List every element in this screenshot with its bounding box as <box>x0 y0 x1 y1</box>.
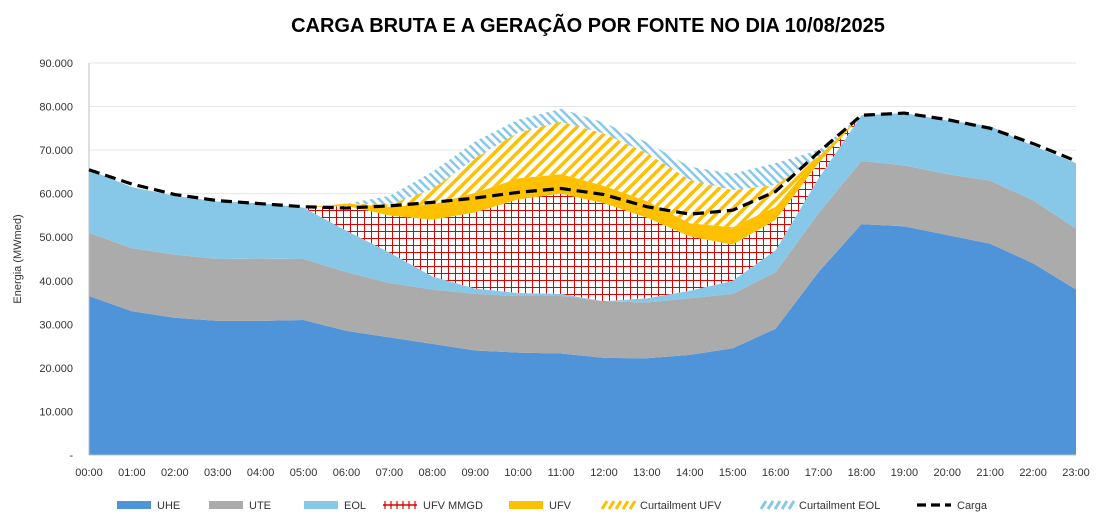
x-tick-label: 21:00 <box>976 467 1004 479</box>
x-tick-label: 23:00 <box>1062 467 1090 479</box>
x-tick-label: 10:00 <box>504 467 532 479</box>
legend-swatch <box>509 501 543 509</box>
y-tick-label: 10.000 <box>39 406 73 418</box>
line-carga <box>88 111 1077 216</box>
legend-swatch-hatch <box>621 500 630 510</box>
legend-swatch <box>304 501 338 509</box>
legend-swatch-hatch <box>607 500 616 510</box>
y-tick-label: 30.000 <box>39 319 73 331</box>
legend-swatch-hatch <box>600 500 609 510</box>
legend-label: UFV <box>549 500 572 512</box>
x-tick-label: 04:00 <box>247 467 275 479</box>
x-tick-label: 05:00 <box>290 467 318 479</box>
x-tick-label: 09:00 <box>461 467 489 479</box>
legend-item-ute: UTE <box>209 500 271 512</box>
legend-swatch-hatch <box>614 500 623 510</box>
x-tick-label: 18:00 <box>848 467 876 479</box>
legend-item-ufv-mmgd: UFV MMGD <box>383 500 483 512</box>
x-tick-label: 15:00 <box>719 467 747 479</box>
x-tick-label: 01:00 <box>118 467 146 479</box>
carga-line-layer <box>88 111 1077 216</box>
legend-swatch-hatch <box>780 500 789 510</box>
x-tick-label: 11:00 <box>548 467 575 479</box>
x-tick-label: 08:00 <box>419 467 447 479</box>
y-tick-label: 60.000 <box>39 189 73 201</box>
y-tick-labels: - 10.000 20.000 30.000 40.000 50.000 60.000 70.… <box>39 58 73 462</box>
area-eol <box>89 113 1076 303</box>
axes <box>88 63 1076 456</box>
y-tick-label: 80.000 <box>39 102 73 114</box>
x-tick-label: 07:00 <box>376 467 404 479</box>
area-uhe <box>89 224 1076 455</box>
x-tick-label: 22:00 <box>1019 467 1047 479</box>
legend-item-carga: Carga <box>917 500 988 512</box>
x-tick-label: 19:00 <box>891 467 919 479</box>
x-tick-label: 02:00 <box>161 467 189 479</box>
x-tick-label: 12:00 <box>590 467 618 479</box>
y-tick-label: 70.000 <box>39 145 73 157</box>
legend-label: Curtailment EOL <box>799 500 880 512</box>
x-tick-label: 16:00 <box>762 467 790 479</box>
legend-item-eol: EOL <box>304 500 366 512</box>
y-tick-label: 50.000 <box>39 232 73 244</box>
legend-label: UTE <box>249 500 271 512</box>
y-tick-label: 40.000 <box>39 276 73 288</box>
legend-item-curtailment-ufv: Curtailment UFV <box>600 500 722 512</box>
legend-swatch-hatch <box>773 500 782 510</box>
legend: UHE UTE EOL UFV MMGD UFV Curtailment UFV Curta… <box>117 500 988 512</box>
x-tick-label: 03:00 <box>204 467 232 479</box>
legend-label: UFV MMGD <box>423 500 483 512</box>
x-tick-labels: 00:00 01:00 02:00 03:00 04:00 05:00 06:00 07:00… <box>75 467 1090 479</box>
legend-item-uhe: UHE <box>117 500 180 512</box>
legend-swatch-hatch <box>766 500 775 510</box>
legend-item-curtailment-eol: Curtailment EOL <box>759 500 880 512</box>
x-tick-label: 20:00 <box>933 467 961 479</box>
legend-swatch <box>117 501 151 509</box>
x-tick-label: 06:00 <box>333 467 361 479</box>
x-tick-label: 00:00 <box>75 467 103 479</box>
area-ute <box>89 161 1076 359</box>
x-tick-label: 14:00 <box>676 467 704 479</box>
y-tick-label: - <box>69 450 73 462</box>
x-tick-label: 17:00 <box>805 467 833 479</box>
area-ufv-mmgd <box>89 113 1076 302</box>
chart-title: CARGA BRUTA E A GERAÇÃO POR FONTE NO DIA… <box>291 14 885 37</box>
legend-label: Curtailment UFV <box>640 500 722 512</box>
area-curtailment-ufv <box>89 113 1076 228</box>
y-tick-label: 20.000 <box>39 363 73 375</box>
legend-label: Carga <box>957 500 988 512</box>
legend-swatch <box>209 501 243 509</box>
y-axis-label: Energia (MWmed) <box>12 214 24 303</box>
stacked-areas <box>89 108 1076 455</box>
legend-label: UHE <box>157 500 180 512</box>
legend-swatch-hatch <box>787 500 796 510</box>
legend-item-ufv: UFV <box>509 500 572 512</box>
legend-swatch-hatch <box>759 500 768 510</box>
legend-swatch-hatch <box>628 500 637 510</box>
x-tick-label: 13:00 <box>633 467 661 479</box>
y-tick-label: 90.000 <box>39 58 73 70</box>
legend-label: EOL <box>344 500 366 512</box>
